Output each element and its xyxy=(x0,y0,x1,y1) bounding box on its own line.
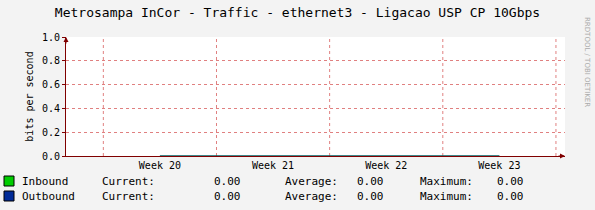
svg-text:Metrosampa InCor - Traffic - e: Metrosampa InCor - Traffic - ethernet3 -… xyxy=(55,5,540,20)
svg-text:bits per second: bits per second xyxy=(24,51,35,141)
svg-text:Average:: Average: xyxy=(285,175,338,188)
svg-text:0.00: 0.00 xyxy=(357,190,384,203)
svg-text:Current:: Current: xyxy=(102,175,155,188)
svg-text:0.4: 0.4 xyxy=(42,103,60,114)
svg-text:0.00: 0.00 xyxy=(357,175,384,188)
svg-text:0.00: 0.00 xyxy=(497,190,524,203)
svg-text:0.8: 0.8 xyxy=(42,55,60,66)
svg-text:Maximum:: Maximum: xyxy=(420,190,473,203)
svg-text:Maximum:: Maximum: xyxy=(420,175,473,188)
svg-text:Week 21: Week 21 xyxy=(252,160,294,171)
svg-text:0.6: 0.6 xyxy=(42,79,60,90)
svg-text:Current:: Current: xyxy=(102,190,155,203)
svg-text:Inbound: Inbound xyxy=(22,175,68,188)
svg-text:0.00: 0.00 xyxy=(497,175,524,188)
svg-text:RRDTOOL / TOBI OETIKER: RRDTOOL / TOBI OETIKER xyxy=(583,17,591,107)
svg-text:1.0: 1.0 xyxy=(42,32,60,43)
svg-text:0.2: 0.2 xyxy=(42,127,60,138)
svg-text:Week 22: Week 22 xyxy=(365,160,407,171)
svg-text:Average:: Average: xyxy=(285,190,338,203)
svg-text:0.0: 0.0 xyxy=(42,151,60,162)
svg-text:0.00: 0.00 xyxy=(214,175,241,188)
svg-text:Week 20: Week 20 xyxy=(139,160,181,171)
svg-text:0.00: 0.00 xyxy=(214,190,241,203)
svg-text:Week 23: Week 23 xyxy=(478,160,520,171)
svg-text:Outbound: Outbound xyxy=(22,190,75,203)
